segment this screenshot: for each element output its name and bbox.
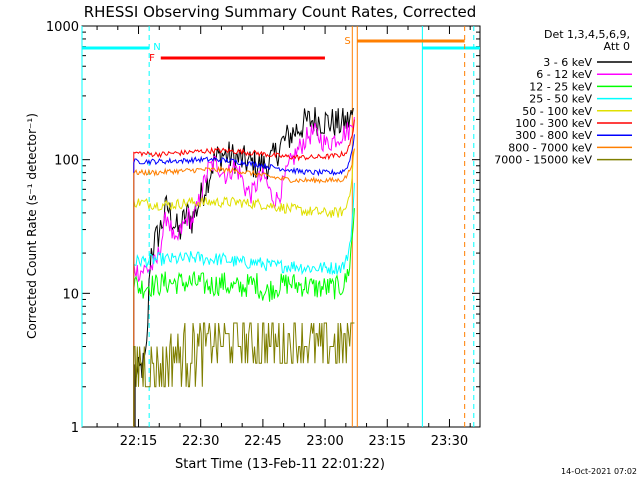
y-tick-label: 1 [71,421,79,436]
x-tick-label: 23:00 [306,434,343,449]
x-tick-label: 23:15 [369,434,406,449]
chart-title: RHESSI Observing Summary Count Rates, Co… [84,3,477,21]
legend-label: 300 - 800 keV [515,129,592,142]
x-tick-label: 22:30 [182,434,219,449]
x-axis-label: Start Time (13-Feb-11 22:01:22) [175,457,385,472]
legend-label: 25 - 50 keV [529,93,592,106]
y-axis-label: Corrected Count Rate (s⁻¹ detector⁻¹) [25,113,39,339]
series-line [133,149,355,427]
series-lines [133,107,355,427]
attenuator-flag-markers: NF S [81,26,480,427]
series-line [133,148,355,427]
legend-label: 12 - 25 keV [529,80,592,93]
series-line [133,119,355,427]
legend-header-detectors: Det 1,3,4,5,6,9, [544,28,630,41]
y-tick-label: 1000 [46,20,79,35]
legend-label: 50 - 100 keV [522,105,592,118]
legend-header-attenuator: Att 0 [604,40,630,53]
series-line [133,117,355,427]
legend-label: 100 - 300 keV [515,117,592,130]
plot-timestamp: 14-Oct-2021 07:02 [561,467,637,476]
y-tick-label: 10 [62,287,79,302]
flag-label-f: F [149,53,155,64]
x-tick-label: 23:30 [431,434,468,449]
legend-label: 3 - 6 keV [543,56,592,69]
flag-label-n: N [153,42,160,53]
series-line [133,134,355,427]
flag-label-s: S [344,36,350,47]
series-line [133,182,355,427]
y-tick-label: 100 [54,154,79,169]
legend-label: 6 - 12 keV [536,68,592,81]
series-line [133,208,355,427]
legend-label: 800 - 7000 keV [508,141,592,154]
x-tick-label: 22:45 [244,434,281,449]
series-line [134,107,354,427]
legend-label: 7000 - 15000 keV [494,154,592,167]
series-line [133,322,355,427]
x-tick-label: 22:15 [120,434,157,449]
